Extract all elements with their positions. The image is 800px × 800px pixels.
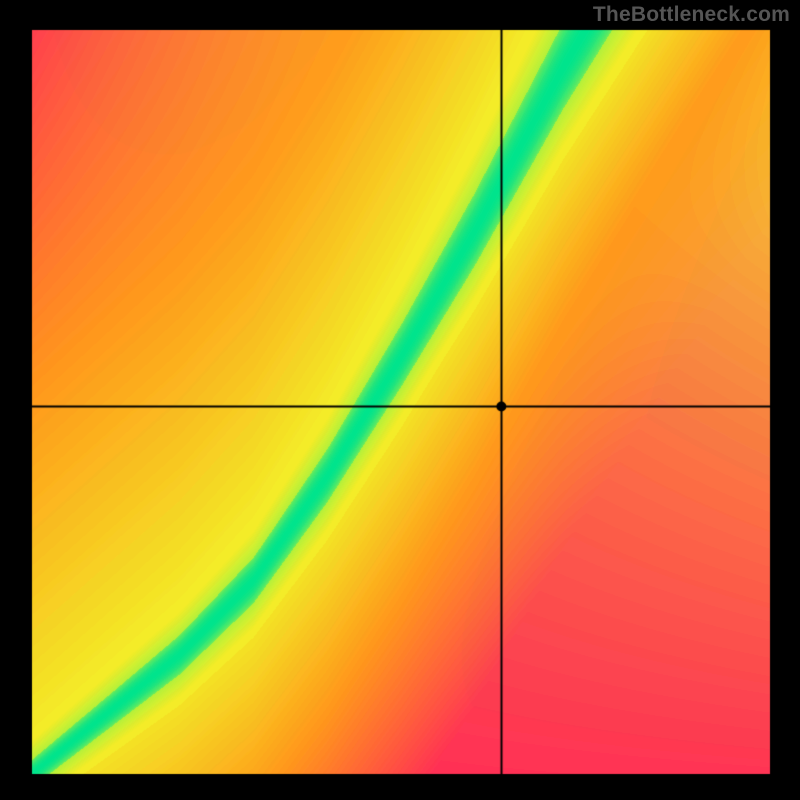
bottleneck-heatmap — [0, 0, 800, 800]
watermark-text: TheBottleneck.com — [593, 3, 790, 27]
